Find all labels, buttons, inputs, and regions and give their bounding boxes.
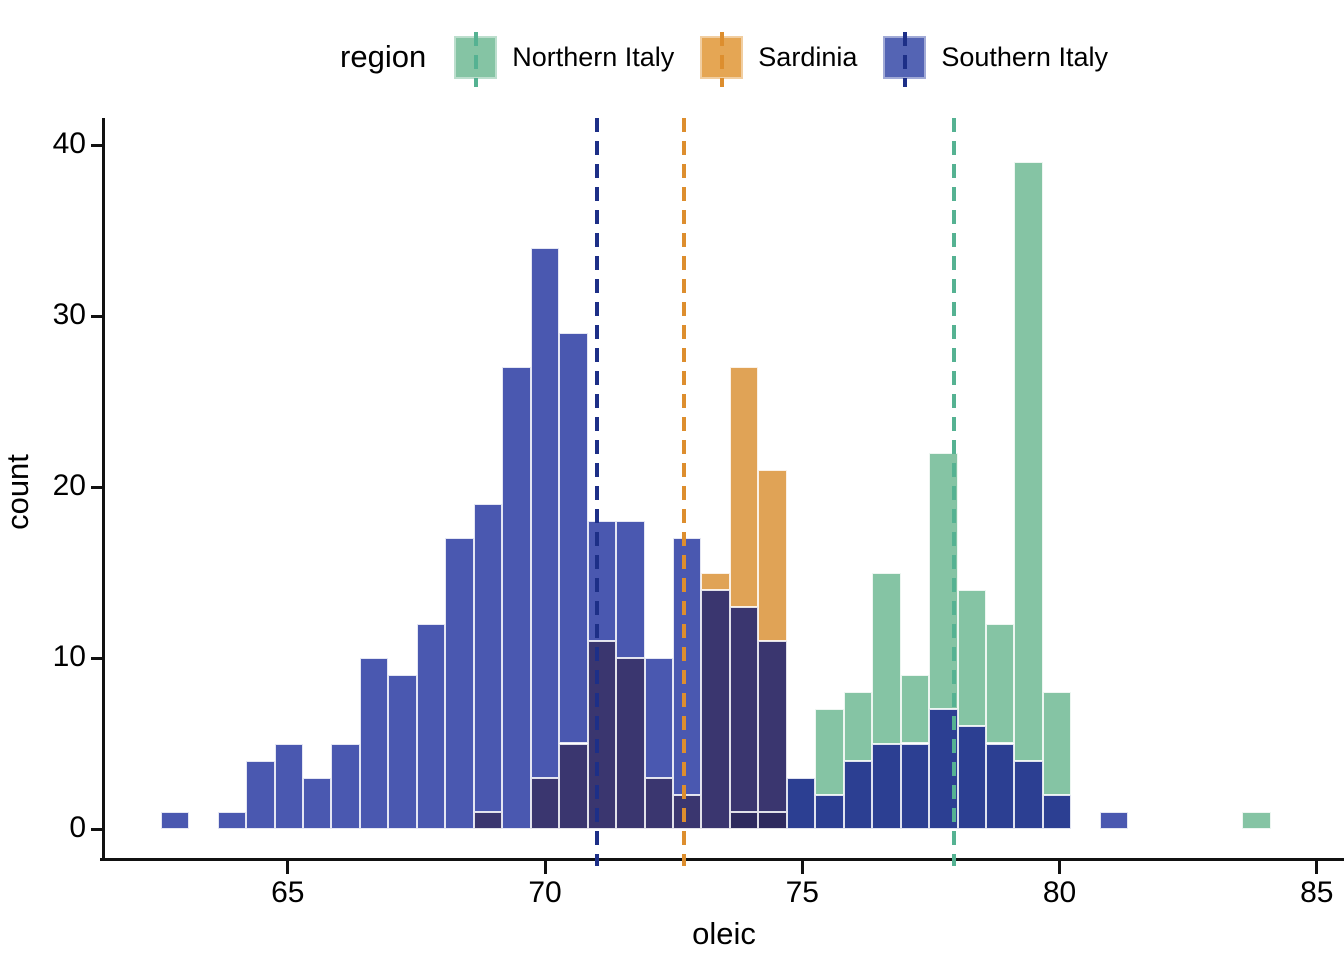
x-tick-label: 80 bbox=[1042, 876, 1077, 909]
histogram-bar-segment bbox=[359, 658, 389, 829]
histogram-bar-segment bbox=[1014, 760, 1043, 829]
x-axis-tick bbox=[286, 861, 290, 874]
x-tick-label: 75 bbox=[785, 876, 819, 909]
histogram-bar-segment bbox=[786, 777, 816, 829]
histogram-bar-segment bbox=[815, 709, 844, 795]
y-tick-label: 40 bbox=[52, 127, 86, 160]
histogram-bar-segment bbox=[246, 760, 275, 829]
histogram-bar-segment bbox=[473, 811, 503, 829]
histogram-bar-segment bbox=[1014, 162, 1043, 761]
histogram-bar-segment bbox=[672, 794, 702, 829]
y-tick-label: 30 bbox=[52, 298, 86, 331]
histogram-bar-segment bbox=[559, 333, 588, 744]
histogram-bar-segment bbox=[1042, 794, 1072, 829]
histogram-bar-segment bbox=[530, 777, 560, 829]
histogram-bar-segment bbox=[302, 777, 332, 829]
histogram-bar-segment bbox=[900, 743, 930, 829]
legend-item-label: Sardinia bbox=[758, 41, 858, 72]
histogram-bar-segment bbox=[160, 811, 190, 829]
y-axis-tick bbox=[91, 143, 103, 147]
histogram-bar-segment bbox=[274, 743, 303, 829]
histogram-bar-segment bbox=[587, 640, 616, 829]
histogram-bar-segment bbox=[758, 640, 787, 812]
histogram-bar-segment bbox=[758, 811, 787, 829]
histogram-bar-segment bbox=[502, 367, 531, 829]
x-axis-tick bbox=[800, 861, 804, 874]
legend-item: Northern Italy bbox=[454, 31, 675, 87]
histogram-bar-segment bbox=[616, 521, 645, 658]
histogram-bar-segment bbox=[985, 623, 1015, 744]
histogram-bar-segment bbox=[872, 572, 901, 744]
histogram-bar-segment bbox=[217, 811, 247, 829]
histogram-bar-segment bbox=[587, 521, 616, 641]
x-axis-tick bbox=[1058, 861, 1061, 874]
x-axis-line bbox=[100, 858, 1344, 861]
x-tick-label: 85 bbox=[1300, 876, 1334, 909]
histogram-bar-segment bbox=[530, 247, 560, 778]
histogram-bar-segment bbox=[815, 794, 844, 829]
x-axis-title: oleic bbox=[692, 916, 756, 951]
legend-item-label: Southern Italy bbox=[941, 41, 1108, 72]
histogram-bar-segment bbox=[331, 743, 360, 829]
y-tick-label: 10 bbox=[52, 640, 86, 673]
histogram-bar-segment bbox=[644, 658, 673, 778]
histogram-bar-segment bbox=[701, 572, 730, 590]
histogram-bar-segment bbox=[729, 606, 759, 812]
y-axis-tick bbox=[91, 485, 103, 489]
histogram-bar-segment bbox=[1099, 811, 1129, 829]
y-axis-tick bbox=[91, 656, 103, 660]
histogram-bar-segment bbox=[1242, 811, 1271, 829]
y-axis-tick bbox=[91, 314, 103, 318]
histogram-bar-segment bbox=[758, 469, 787, 641]
legend-meanline-key bbox=[719, 31, 724, 87]
y-axis-tick bbox=[91, 827, 103, 831]
histogram-bar-segment bbox=[416, 623, 446, 829]
legend: region Northern Italy Sardinia Southern It… bbox=[104, 30, 1344, 87]
legend-item: Southern Italy bbox=[883, 31, 1108, 87]
legend-item: Sardinia bbox=[700, 31, 858, 87]
histogram-bar-segment bbox=[559, 743, 588, 829]
legend-title: region bbox=[340, 39, 427, 74]
histogram-bar-segment bbox=[843, 760, 873, 829]
y-axis-line bbox=[102, 118, 105, 861]
histogram-bar-segment bbox=[872, 743, 901, 829]
legend-item-label: Northern Italy bbox=[512, 41, 675, 72]
histogram-bar-segment bbox=[473, 504, 503, 812]
legend-swatch bbox=[883, 31, 927, 87]
legend-swatch bbox=[454, 31, 498, 87]
x-tick-label: 65 bbox=[271, 876, 305, 909]
histogram-bar-segment bbox=[701, 589, 730, 829]
x-axis-tick bbox=[1315, 861, 1319, 874]
histogram-bar-segment bbox=[616, 658, 645, 829]
histogram-bar-segment bbox=[672, 538, 702, 795]
mean-line-southern-italy bbox=[594, 118, 599, 866]
legend-meanline-key bbox=[473, 31, 478, 87]
histogram-bar-segment bbox=[445, 538, 474, 829]
mean-line-northern-italy bbox=[952, 118, 956, 866]
histogram-bar-segment bbox=[843, 692, 873, 761]
y-tick-label: 0 bbox=[69, 811, 86, 844]
x-axis-tick bbox=[543, 861, 547, 874]
y-tick-label: 20 bbox=[52, 469, 86, 502]
legend-swatch bbox=[700, 31, 744, 87]
mean-line-sardinia bbox=[681, 118, 686, 866]
histogram-bar-segment bbox=[957, 726, 986, 829]
histogram-bar-segment bbox=[900, 675, 930, 744]
histogram-bar-segment bbox=[388, 675, 417, 829]
histogram-bar-segment bbox=[985, 743, 1015, 829]
histogram-bar-segment bbox=[957, 589, 986, 727]
histogram-bar-segment bbox=[1042, 692, 1072, 795]
histogram-bar-segment bbox=[729, 811, 759, 829]
histogram-bar-segment bbox=[729, 367, 759, 607]
histogram-bar-segment bbox=[644, 777, 673, 829]
legend-meanline-key bbox=[902, 31, 907, 87]
x-tick-label: 70 bbox=[528, 876, 562, 909]
